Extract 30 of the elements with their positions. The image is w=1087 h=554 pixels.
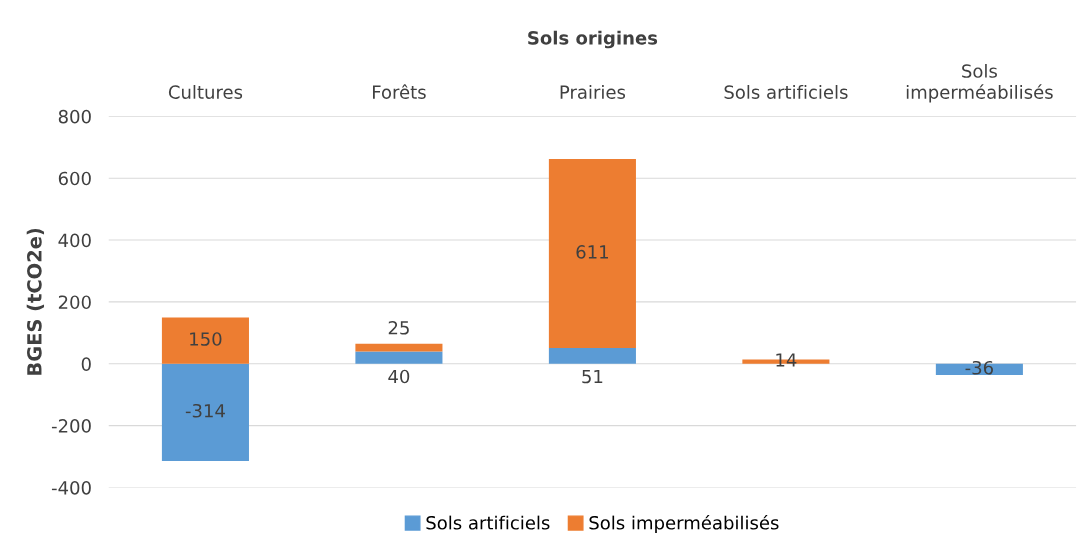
x-tick-label: Prairies <box>560 84 626 99</box>
x-tick-label: Sols artificiels <box>724 84 848 99</box>
bar <box>355 343 443 352</box>
x-tick-label: Forêts <box>373 84 426 99</box>
data-label: -314 <box>185 403 225 418</box>
data-label: 40 <box>388 369 410 384</box>
x-axis-title: Sols origines <box>528 30 658 49</box>
bar <box>161 363 249 461</box>
data-label: -36 <box>965 360 993 375</box>
bar <box>935 363 1023 375</box>
y-tick-label: 0 <box>81 357 91 371</box>
bar <box>355 351 443 364</box>
y-axis-title: BGES (tCO2e) <box>26 228 45 375</box>
legend-label: Sols artificiels <box>426 515 550 530</box>
data-label: 150 <box>190 332 222 346</box>
y-tick-label: 400 <box>58 233 91 248</box>
y-tick-label: -400 <box>51 480 91 495</box>
data-label: 25 <box>388 320 409 335</box>
y-tick-label: -200 <box>51 419 91 433</box>
bar <box>161 317 249 364</box>
x-tick-label: Sols imperméabilisés <box>906 63 1053 103</box>
x-tick-label: Cultures <box>168 84 243 99</box>
bar <box>548 159 636 349</box>
y-tick-label: 800 <box>58 109 91 124</box>
y-tick-label: 200 <box>58 295 91 310</box>
data-label: 611 <box>576 245 608 259</box>
data-label: 51 <box>582 369 603 384</box>
legend-label: Sols imperméabilisés <box>589 514 779 534</box>
y-tick-label: 600 <box>58 171 91 186</box>
bar <box>548 348 636 364</box>
